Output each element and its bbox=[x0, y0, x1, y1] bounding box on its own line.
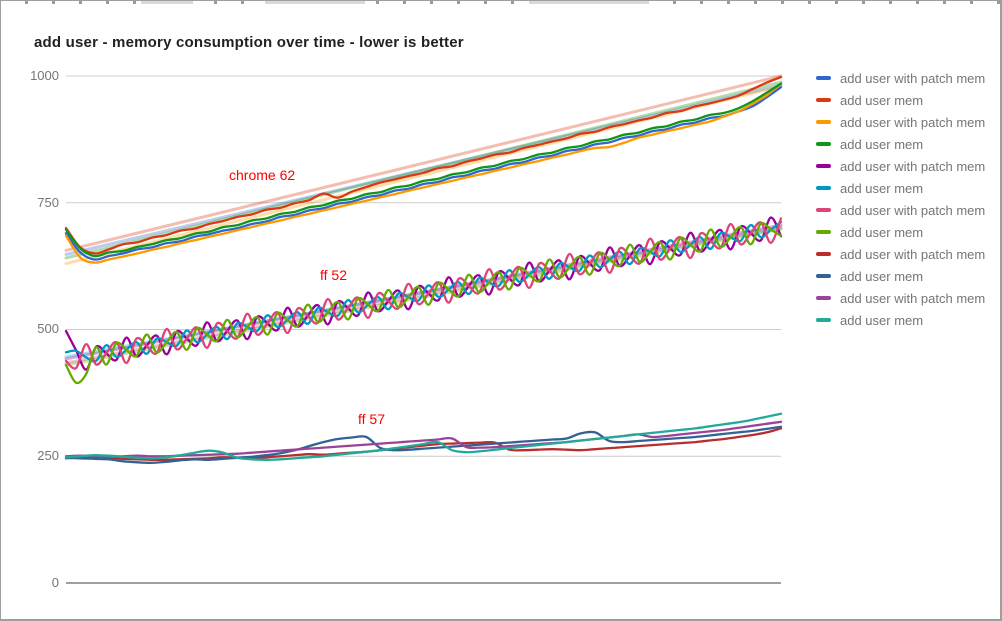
legend-swatch bbox=[816, 120, 831, 124]
legend-label: add user mem bbox=[840, 180, 924, 196]
legend-label: add user mem bbox=[840, 312, 924, 328]
series-line[interactable] bbox=[64, 82, 783, 258]
ruler-segment bbox=[265, 1, 365, 4]
top-ruler-strip bbox=[1, 1, 1000, 4]
legend-label: add user mem bbox=[840, 224, 924, 240]
legend-swatch bbox=[816, 98, 831, 102]
legend-swatch bbox=[816, 76, 831, 80]
legend-label: add user mem bbox=[840, 92, 924, 108]
legend-item[interactable]: add user mem bbox=[816, 265, 996, 287]
ruler-segment bbox=[141, 1, 193, 4]
group-annotation-ff-52: ff 52 bbox=[320, 267, 347, 283]
trendline bbox=[64, 80, 783, 260]
legend-item[interactable]: add user with patch mem bbox=[816, 155, 996, 177]
series-line[interactable] bbox=[64, 221, 783, 385]
series-line[interactable] bbox=[64, 412, 783, 461]
legend-label: add user with patch mem bbox=[840, 158, 986, 174]
legend-label: add user mem bbox=[840, 136, 924, 152]
series-line[interactable] bbox=[64, 217, 783, 370]
series-line[interactable] bbox=[64, 86, 783, 261]
legend-label: add user with patch mem bbox=[840, 246, 986, 262]
legend-item[interactable]: add user with patch mem bbox=[816, 199, 996, 221]
legend-item[interactable]: add user mem bbox=[816, 221, 996, 243]
legend-swatch bbox=[816, 252, 831, 256]
series-line[interactable] bbox=[64, 425, 783, 464]
legend-item[interactable]: add user with patch mem bbox=[816, 243, 996, 265]
legend-swatch bbox=[816, 318, 831, 322]
legend-swatch bbox=[816, 208, 831, 212]
legend-swatch bbox=[816, 230, 831, 234]
series-line[interactable] bbox=[64, 75, 783, 255]
legend-swatch bbox=[816, 164, 831, 168]
legend-item[interactable]: add user mem bbox=[816, 133, 996, 155]
legend-item[interactable]: add user with patch mem bbox=[816, 67, 996, 89]
legend-label: add user with patch mem bbox=[840, 114, 986, 130]
y-axis-label: 500 bbox=[37, 321, 59, 336]
legend: add user with patch mem add user mem add u… bbox=[816, 67, 996, 331]
legend-swatch bbox=[816, 296, 831, 300]
legend-label: add user with patch mem bbox=[840, 70, 986, 86]
legend-item[interactable]: add user with patch mem bbox=[816, 111, 996, 133]
series-line[interactable] bbox=[64, 220, 783, 363]
legend-item[interactable]: add user with patch mem bbox=[816, 287, 996, 309]
legend-swatch bbox=[816, 142, 831, 146]
trendline bbox=[64, 74, 783, 252]
legend-swatch bbox=[816, 186, 831, 190]
y-axis-label: 1000 bbox=[30, 68, 59, 83]
legend-item[interactable]: add user mem bbox=[816, 309, 996, 331]
group-annotation-ff-57: ff 57 bbox=[358, 411, 385, 427]
y-axis-label: 0 bbox=[51, 575, 59, 590]
ruler-segment bbox=[529, 1, 649, 4]
legend-item[interactable]: add user mem bbox=[816, 177, 996, 199]
chart-title: add user - memory consumption over time … bbox=[34, 34, 464, 51]
legend-item[interactable]: add user mem bbox=[816, 89, 996, 111]
legend-label: add user mem bbox=[840, 268, 924, 284]
group-annotation-chrome-62: chrome 62 bbox=[229, 167, 296, 183]
y-axis-label: 750 bbox=[37, 195, 59, 210]
y-axis-label: 250 bbox=[37, 448, 59, 463]
legend-label: add user with patch mem bbox=[840, 290, 986, 306]
trendline bbox=[64, 84, 783, 266]
series-line[interactable] bbox=[64, 82, 783, 264]
legend-swatch bbox=[816, 274, 831, 278]
legend-label: add user with patch mem bbox=[840, 202, 986, 218]
